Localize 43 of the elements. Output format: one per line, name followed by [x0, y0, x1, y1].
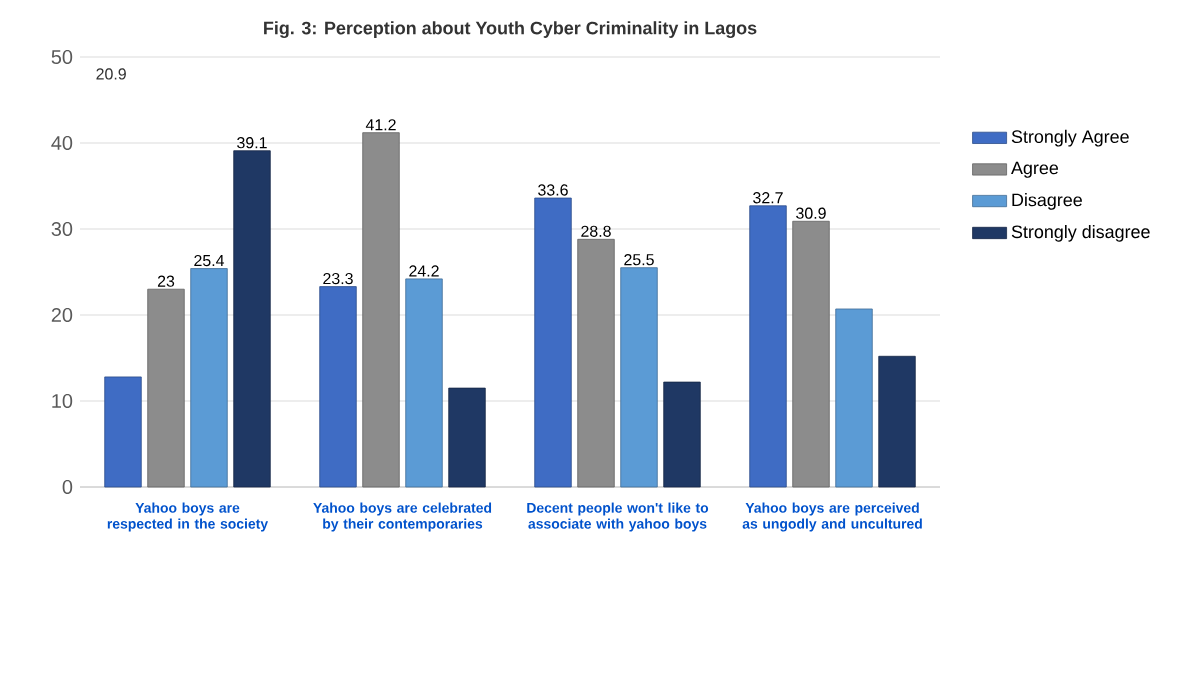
- data-label: 28.8: [581, 225, 611, 237]
- bar: [362, 132, 400, 488]
- bar: [577, 238, 615, 488]
- bar: [792, 220, 830, 488]
- bar: [620, 267, 658, 488]
- legend-label: Strongly disagree: [1011, 224, 1150, 242]
- bar: [233, 150, 271, 488]
- data-label: 39.1: [237, 137, 267, 149]
- x-tick-label: Yahoo boys are respected in the society: [107, 502, 269, 532]
- y-tick-label: 20: [51, 307, 73, 323]
- data-label: 25.5: [624, 254, 654, 266]
- y-tick-label: 10: [52, 393, 73, 409]
- annotation: 20.9: [96, 68, 126, 80]
- data-label: 23: [157, 275, 175, 287]
- bar: [663, 381, 701, 488]
- x-tick-label: Decent people won't like to associate with yahoo boys: [527, 502, 709, 532]
- y-tick-label: 50: [51, 49, 73, 65]
- bar: [190, 268, 228, 488]
- data-label: 41.2: [365, 119, 396, 131]
- legend-label: Strongly Agree: [1011, 129, 1129, 147]
- data-label: 33.6: [538, 184, 568, 196]
- chart-title: Fig. 3: Perception about Youth Cyber Criminality in Lagos: [264, 21, 757, 39]
- legend-label: Disagree: [1012, 193, 1082, 210]
- bar: [749, 205, 787, 488]
- bar: [835, 308, 873, 488]
- legend-label: Agree: [1011, 161, 1059, 178]
- bar: [319, 286, 357, 488]
- y-tick-label: 30: [51, 221, 73, 237]
- x-tick-label: Yahoo boys are perceived as ungodly and uncultured: [742, 502, 922, 532]
- bar: [878, 355, 916, 488]
- y-tick-label: 40: [51, 135, 73, 151]
- data-label: 24.2: [409, 265, 439, 277]
- y-tick-label: 0: [62, 479, 73, 495]
- bar: [448, 387, 486, 488]
- bar: [147, 288, 185, 488]
- data-label: 30.9: [796, 207, 826, 219]
- data-label: 32.7: [753, 192, 783, 204]
- bar: [104, 376, 142, 488]
- x-tick-label: Yahoo boys are celebrated by their contemporaries: [313, 502, 492, 532]
- data-label: 25.4: [194, 254, 225, 267]
- data-label: 23.3: [323, 272, 353, 285]
- bar: [405, 278, 443, 488]
- bar: [534, 197, 572, 488]
